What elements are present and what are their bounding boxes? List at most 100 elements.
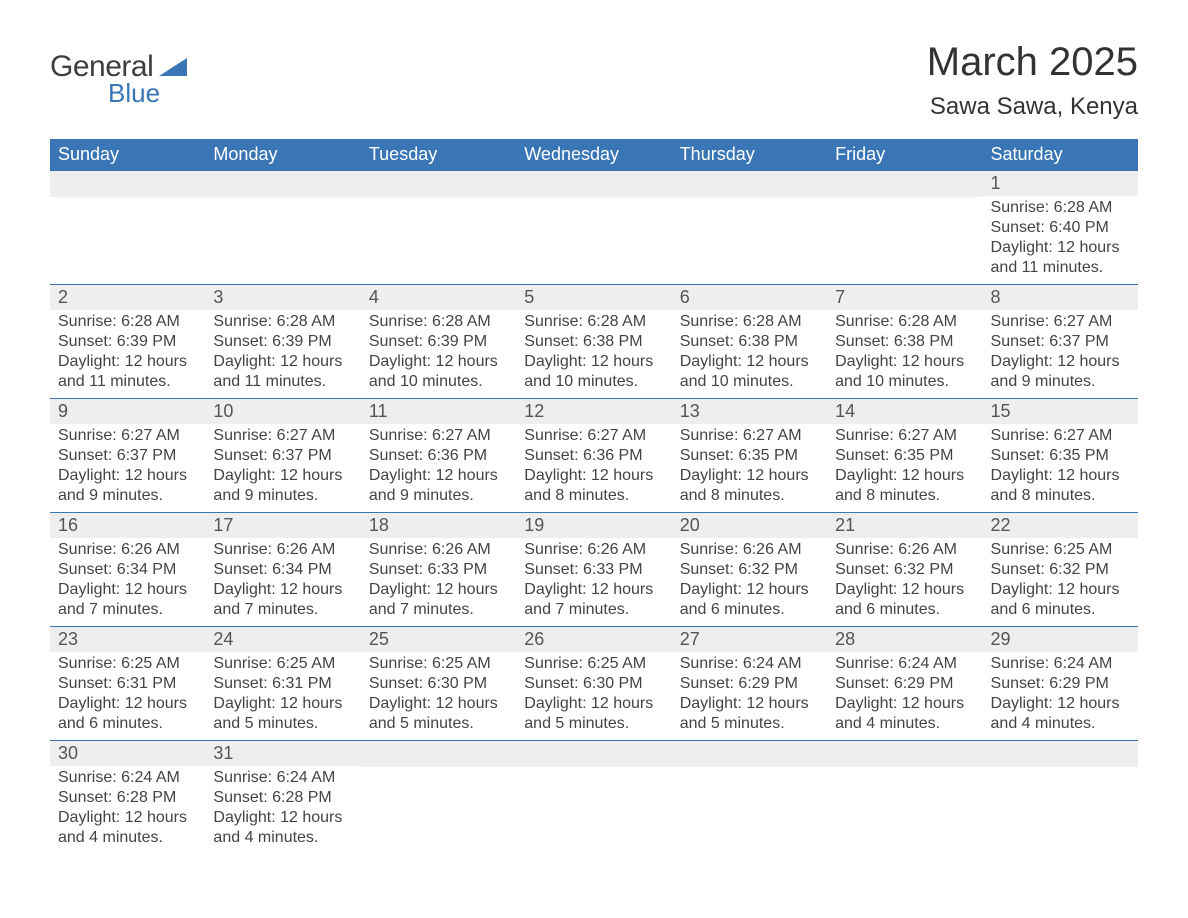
daylight1-text: Daylight: 12 hours [58, 466, 197, 486]
day-details [205, 197, 360, 277]
sunset-text: Sunset: 6:36 PM [369, 446, 508, 466]
daylight2-text: and 6 minutes. [835, 600, 974, 620]
day-number [361, 171, 516, 197]
day-details: Sunrise: 6:24 AMSunset: 6:28 PMDaylight:… [205, 766, 360, 854]
day-number [205, 171, 360, 197]
sunrise-text: Sunrise: 6:28 AM [991, 198, 1130, 218]
sunset-text: Sunset: 6:40 PM [991, 218, 1130, 238]
daylight2-text: and 6 minutes. [58, 714, 197, 734]
calendar-week-row: 1Sunrise: 6:28 AMSunset: 6:40 PMDaylight… [50, 171, 1138, 285]
day-number [827, 171, 982, 197]
title-location: Sawa Sawa, Kenya [927, 93, 1138, 121]
day-details: Sunrise: 6:28 AMSunset: 6:38 PMDaylight:… [516, 310, 671, 398]
daylight2-text: and 6 minutes. [991, 600, 1130, 620]
day-number [50, 171, 205, 197]
day-cell: 19Sunrise: 6:26 AMSunset: 6:33 PMDayligh… [516, 513, 671, 627]
sunset-text: Sunset: 6:34 PM [58, 560, 197, 580]
day-details: Sunrise: 6:25 AMSunset: 6:30 PMDaylight:… [516, 652, 671, 740]
day-details: Sunrise: 6:27 AMSunset: 6:35 PMDaylight:… [983, 424, 1138, 512]
daylight1-text: Daylight: 12 hours [213, 808, 352, 828]
day-details [516, 197, 671, 277]
daylight1-text: Daylight: 12 hours [680, 694, 819, 714]
day-details [361, 767, 516, 847]
day-cell: 15Sunrise: 6:27 AMSunset: 6:35 PMDayligh… [983, 399, 1138, 513]
daylight2-text: and 5 minutes. [369, 714, 508, 734]
sunrise-text: Sunrise: 6:26 AM [58, 540, 197, 560]
day-number: 5 [516, 285, 671, 310]
sunrise-text: Sunrise: 6:24 AM [213, 768, 352, 788]
day-details [827, 767, 982, 847]
sunset-text: Sunset: 6:30 PM [524, 674, 663, 694]
sunrise-text: Sunrise: 6:24 AM [835, 654, 974, 674]
day-details: Sunrise: 6:24 AMSunset: 6:29 PMDaylight:… [672, 652, 827, 740]
daylight1-text: Daylight: 12 hours [991, 580, 1130, 600]
daylight2-text: and 10 minutes. [680, 372, 819, 392]
daylight2-text: and 11 minutes. [58, 372, 197, 392]
day-details [672, 767, 827, 847]
weekday-header: Wednesday [516, 139, 671, 171]
daylight1-text: Daylight: 12 hours [524, 352, 663, 372]
weekday-header: Tuesday [361, 139, 516, 171]
day-details: Sunrise: 6:28 AMSunset: 6:38 PMDaylight:… [827, 310, 982, 398]
daylight1-text: Daylight: 12 hours [680, 466, 819, 486]
daylight1-text: Daylight: 12 hours [213, 694, 352, 714]
sunrise-text: Sunrise: 6:26 AM [680, 540, 819, 560]
logo-triangle-icon [159, 58, 187, 76]
day-details [672, 197, 827, 277]
day-number: 12 [516, 399, 671, 424]
sunrise-text: Sunrise: 6:27 AM [213, 426, 352, 446]
day-number: 3 [205, 285, 360, 310]
daylight1-text: Daylight: 12 hours [835, 352, 974, 372]
daylight1-text: Daylight: 12 hours [991, 238, 1130, 258]
sunrise-text: Sunrise: 6:26 AM [213, 540, 352, 560]
day-number: 15 [983, 399, 1138, 424]
calendar-week-row: 2Sunrise: 6:28 AMSunset: 6:39 PMDaylight… [50, 285, 1138, 399]
sunrise-text: Sunrise: 6:28 AM [369, 312, 508, 332]
day-cell: 4Sunrise: 6:28 AMSunset: 6:39 PMDaylight… [361, 285, 516, 399]
sunrise-text: Sunrise: 6:25 AM [58, 654, 197, 674]
title-month: March 2025 [927, 40, 1138, 85]
daylight2-text: and 9 minutes. [991, 372, 1130, 392]
day-details: Sunrise: 6:28 AMSunset: 6:39 PMDaylight:… [361, 310, 516, 398]
sunrise-text: Sunrise: 6:27 AM [991, 426, 1130, 446]
sunrise-text: Sunrise: 6:27 AM [524, 426, 663, 446]
day-cell: 13Sunrise: 6:27 AMSunset: 6:35 PMDayligh… [672, 399, 827, 513]
sunset-text: Sunset: 6:33 PM [369, 560, 508, 580]
day-cell: 8Sunrise: 6:27 AMSunset: 6:37 PMDaylight… [983, 285, 1138, 399]
day-number: 25 [361, 627, 516, 652]
sunset-text: Sunset: 6:37 PM [213, 446, 352, 466]
daylight2-text: and 5 minutes. [213, 714, 352, 734]
calendar-body: 1Sunrise: 6:28 AMSunset: 6:40 PMDaylight… [50, 171, 1138, 855]
daylight2-text: and 8 minutes. [680, 486, 819, 506]
daylight2-text: and 4 minutes. [58, 828, 197, 848]
sunrise-text: Sunrise: 6:25 AM [369, 654, 508, 674]
daylight1-text: Daylight: 12 hours [213, 352, 352, 372]
daylight2-text: and 10 minutes. [524, 372, 663, 392]
daylight2-text: and 9 minutes. [369, 486, 508, 506]
logo-text-line2: Blue [108, 78, 160, 109]
daylight1-text: Daylight: 12 hours [213, 466, 352, 486]
day-cell: 28Sunrise: 6:24 AMSunset: 6:29 PMDayligh… [827, 627, 982, 741]
day-number: 22 [983, 513, 1138, 538]
day-cell: 18Sunrise: 6:26 AMSunset: 6:33 PMDayligh… [361, 513, 516, 627]
sunset-text: Sunset: 6:39 PM [213, 332, 352, 352]
sunrise-text: Sunrise: 6:27 AM [369, 426, 508, 446]
daylight2-text: and 10 minutes. [835, 372, 974, 392]
day-details: Sunrise: 6:27 AMSunset: 6:36 PMDaylight:… [361, 424, 516, 512]
daylight2-text: and 4 minutes. [213, 828, 352, 848]
daylight1-text: Daylight: 12 hours [369, 694, 508, 714]
daylight1-text: Daylight: 12 hours [524, 580, 663, 600]
daylight1-text: Daylight: 12 hours [835, 694, 974, 714]
daylight1-text: Daylight: 12 hours [835, 580, 974, 600]
daylight2-text: and 10 minutes. [369, 372, 508, 392]
day-number: 4 [361, 285, 516, 310]
weekday-header: Monday [205, 139, 360, 171]
day-details [50, 197, 205, 277]
sunset-text: Sunset: 6:30 PM [369, 674, 508, 694]
day-number [672, 171, 827, 197]
day-cell: 11Sunrise: 6:27 AMSunset: 6:36 PMDayligh… [361, 399, 516, 513]
sunrise-text: Sunrise: 6:27 AM [680, 426, 819, 446]
day-number: 23 [50, 627, 205, 652]
daylight2-text: and 6 minutes. [680, 600, 819, 620]
empty-day-cell [205, 171, 360, 285]
